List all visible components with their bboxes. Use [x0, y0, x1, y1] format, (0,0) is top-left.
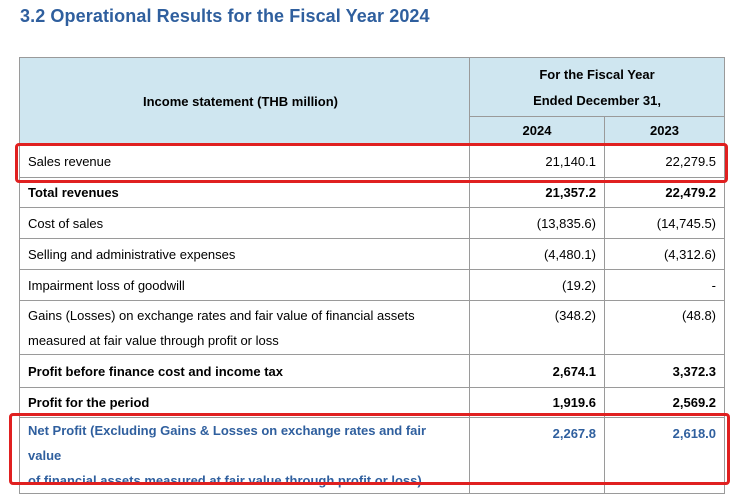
row-label-line2: measured at fair value through profit or…: [28, 332, 279, 348]
value-2023: 3,372.3: [603, 354, 726, 388]
value-2024: 2,267.8: [469, 417, 605, 494]
value-2024: (4,480.1): [469, 238, 605, 270]
value-2023: (14,745.5): [603, 207, 726, 239]
row-label-line2: of financial assets measured at fair val…: [28, 473, 422, 488]
table-row: Net Profit (Excluding Gains & Losses on …: [19, 417, 726, 494]
value-2024: (19.2): [469, 269, 605, 301]
value-2023: 2,618.0: [603, 417, 726, 494]
value-2023: 22,479.2: [603, 177, 726, 208]
period-header-line2: Ended December 31,: [533, 93, 661, 108]
table-row: Profit for the period 1,919.6 2,569.2: [19, 387, 726, 418]
period-header-line1: For the Fiscal Year: [539, 67, 655, 82]
value-2023: 22,279.5: [603, 144, 726, 178]
row-label: Profit before finance cost and income ta…: [19, 354, 470, 388]
income-statement-table: Income statement (THB million) For the F…: [19, 57, 726, 494]
value-2023: -: [603, 269, 726, 301]
value-2024: 21,140.1: [469, 144, 605, 178]
period-header: For the Fiscal Year Ended December 31,: [468, 57, 726, 117]
row-label: Net Profit (Excluding Gains & Losses on …: [19, 417, 470, 494]
value-2024: 1,919.6: [469, 387, 605, 418]
row-label: Selling and administrative expenses: [19, 238, 470, 270]
table-row: Impairment loss of goodwill (19.2) -: [19, 269, 726, 301]
year-header-2023: 2023: [603, 116, 726, 145]
value-2024: (348.2): [469, 300, 605, 355]
table-row: Total revenues 21,357.2 22,479.2: [19, 177, 726, 208]
row-label-line1: Gains (Losses) on exchange rates and fai…: [28, 307, 415, 323]
section-title: 3.2 Operational Results for the Fiscal Y…: [20, 6, 430, 26]
year-header-2024: 2024: [469, 116, 605, 145]
value-2023: 2,569.2: [603, 387, 726, 418]
value-2023: (48.8): [603, 300, 726, 355]
value-2023: (4,312.6): [603, 238, 726, 270]
row-label: Impairment loss of goodwill: [19, 269, 470, 301]
label-column-header: Income statement (THB million): [19, 57, 470, 145]
table-row: Sales revenue 21,140.1 22,279.5: [19, 144, 726, 178]
row-label: Sales revenue: [19, 144, 470, 178]
table-header-row: Income statement (THB million) For the F…: [19, 57, 726, 145]
value-2024: 21,357.2: [469, 177, 605, 208]
table-row: Cost of sales (13,835.6) (14,745.5): [19, 207, 726, 239]
row-label-line1: Net Profit (Excluding Gains & Losses on …: [28, 423, 427, 463]
table-row: Gains (Losses) on exchange rates and fai…: [19, 300, 726, 355]
row-label: Total revenues: [19, 177, 470, 208]
table-row: Profit before finance cost and income ta…: [19, 354, 726, 388]
row-label: Cost of sales: [19, 207, 470, 239]
value-2024: (13,835.6): [469, 207, 605, 239]
row-label: Gains (Losses) on exchange rates and fai…: [19, 300, 470, 355]
value-2024: 2,674.1: [469, 354, 605, 388]
table-row: Selling and administrative expenses (4,4…: [19, 238, 726, 270]
row-label: Profit for the period: [19, 387, 470, 418]
